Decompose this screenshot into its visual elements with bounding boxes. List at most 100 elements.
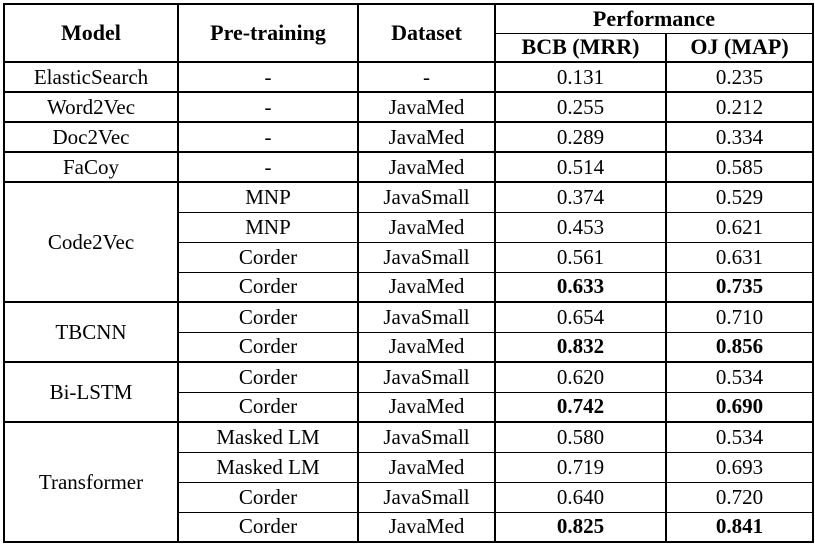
table-row: Corder JavaMed 0.742 0.690: [4, 391, 814, 422]
pretraining-cell: Corder: [177, 301, 359, 332]
pretraining-cell: Corder: [177, 511, 359, 542]
table-row: Corder JavaSmall 0.640 0.720: [4, 481, 814, 512]
pretraining-cell: -: [177, 61, 359, 92]
oj-value-cell: 0.334: [665, 121, 814, 152]
table-row: TBCNN Corder JavaSmall 0.654 0.710: [3, 301, 814, 362]
table-row: ElasticSearch - - 0.131 0.235: [3, 61, 814, 92]
dataset-cell: JavaSmall: [357, 421, 496, 452]
bcb-value-cell: 0.453: [494, 211, 667, 242]
dataset-cell: JavaSmall: [357, 241, 496, 272]
pretraining-cell: Corder: [177, 331, 359, 362]
pretraining-cell: Corder: [177, 481, 359, 512]
bcb-value-cell: 0.255: [494, 91, 667, 122]
dataset-cell: JavaMed: [357, 331, 496, 362]
bcb-value-cell: 0.580: [494, 421, 667, 452]
model-cell: Doc2Vec: [3, 121, 179, 152]
bcb-value-cell: 0.514: [494, 151, 667, 182]
dataset-cell: JavaSmall: [357, 301, 496, 332]
bcb-value-cell: 0.633: [494, 271, 667, 302]
table-body: ElasticSearch - - 0.131 0.235 Word2Vec -…: [3, 61, 814, 542]
model-cell: TBCNN: [3, 301, 179, 362]
bcb-value-cell: 0.832: [494, 331, 667, 362]
dataset-cell: JavaMed: [357, 511, 496, 542]
dataset-cell: JavaMed: [357, 91, 496, 122]
bcb-value-cell: 0.654: [494, 301, 667, 332]
model-cell: FaCoy: [3, 151, 179, 182]
oj-value-cell: 0.856: [665, 331, 814, 362]
pretraining-cell: MNP: [177, 181, 359, 212]
table-row: MNP JavaMed 0.453 0.621: [4, 211, 814, 242]
table-row: Bi-LSTM Corder JavaSmall 0.620 0.534: [3, 361, 814, 422]
pretraining-cell: Corder: [177, 391, 359, 422]
table-row: Masked LM JavaMed 0.719 0.693: [4, 451, 814, 482]
table-row: Corder JavaSmall 0.561 0.631: [4, 241, 814, 272]
bcb-value-cell: 0.374: [494, 181, 667, 212]
pretraining-cell: -: [177, 121, 359, 152]
table-row: Corder JavaMed 0.633 0.735: [4, 271, 814, 302]
oj-value-cell: 0.841: [665, 511, 814, 542]
table-row: Doc2Vec - JavaMed 0.289 0.334: [3, 121, 814, 152]
bcb-value-cell: 0.640: [494, 481, 667, 512]
col-header-oj-map: OJ (MAP): [665, 33, 814, 63]
oj-value-cell: 0.534: [665, 421, 814, 452]
oj-value-cell: 0.585: [665, 151, 814, 182]
table-row: Corder JavaMed 0.832 0.856: [4, 331, 814, 362]
oj-value-cell: 0.235: [665, 61, 814, 92]
pretraining-cell: Corder: [177, 361, 359, 392]
pretraining-cell: MNP: [177, 211, 359, 242]
dataset-cell: JavaMed: [357, 151, 496, 182]
pretraining-cell: Corder: [177, 241, 359, 272]
model-cell: Bi-LSTM: [3, 361, 179, 422]
model-cell: Code2Vec: [3, 181, 179, 302]
oj-value-cell: 0.710: [665, 301, 814, 332]
col-header-dataset: Dataset: [357, 4, 496, 62]
oj-value-cell: 0.735: [665, 271, 814, 302]
header-row-sub: BCB (MRR) OJ (MAP): [4, 33, 814, 63]
table-row: Code2Vec MNP JavaSmall 0.374 0.529: [3, 181, 814, 302]
pretraining-cell: -: [177, 151, 359, 182]
bcb-value-cell: 0.561: [494, 241, 667, 272]
oj-value-cell: 0.690: [665, 391, 814, 422]
oj-value-cell: 0.621: [665, 211, 814, 242]
model-cell: Word2Vec: [3, 91, 179, 122]
table-row: Transformer Masked LM JavaSmall 0.580 0.…: [3, 421, 814, 542]
col-header-performance: Performance: [494, 4, 814, 34]
table-row: Word2Vec - JavaMed 0.255 0.212: [3, 91, 814, 122]
pretraining-cell: Masked LM: [177, 421, 359, 452]
table-row: Corder JavaMed 0.825 0.841: [4, 511, 814, 542]
bcb-value-cell: 0.825: [494, 511, 667, 542]
bcb-value-cell: 0.719: [494, 451, 667, 482]
oj-value-cell: 0.693: [665, 451, 814, 482]
table-header: Model Pre-training Dataset Performance B…: [3, 4, 814, 63]
dataset-cell: JavaMed: [357, 451, 496, 482]
header-row-top: Model Pre-training Dataset Performance: [3, 4, 814, 62]
oj-value-cell: 0.720: [665, 481, 814, 512]
model-cell: ElasticSearch: [3, 61, 179, 92]
pretraining-cell: -: [177, 91, 359, 122]
dataset-cell: -: [357, 61, 496, 92]
oj-value-cell: 0.631: [665, 241, 814, 272]
dataset-cell: JavaMed: [357, 391, 496, 422]
dataset-cell: JavaMed: [357, 211, 496, 242]
col-header-model: Model: [3, 4, 179, 62]
dataset-cell: JavaSmall: [357, 361, 496, 392]
col-header-bcb-mrr: BCB (MRR): [494, 33, 667, 63]
model-cell: Transformer: [3, 421, 179, 542]
table-row: FaCoy - JavaMed 0.514 0.585: [3, 151, 814, 182]
col-header-pretraining: Pre-training: [177, 4, 359, 62]
dataset-cell: JavaSmall: [357, 181, 496, 212]
dataset-cell: JavaMed: [357, 121, 496, 152]
pretraining-cell: Masked LM: [177, 451, 359, 482]
bcb-value-cell: 0.131: [494, 61, 667, 92]
oj-value-cell: 0.529: [665, 181, 814, 212]
dataset-cell: JavaMed: [357, 271, 496, 302]
dataset-cell: JavaSmall: [357, 481, 496, 512]
oj-value-cell: 0.534: [665, 361, 814, 392]
bcb-value-cell: 0.742: [494, 391, 667, 422]
pretraining-cell: Corder: [177, 271, 359, 302]
bcb-value-cell: 0.620: [494, 361, 667, 392]
results-table: Model Pre-training Dataset Performance B…: [3, 3, 814, 543]
oj-value-cell: 0.212: [665, 91, 814, 122]
bcb-value-cell: 0.289: [494, 121, 667, 152]
